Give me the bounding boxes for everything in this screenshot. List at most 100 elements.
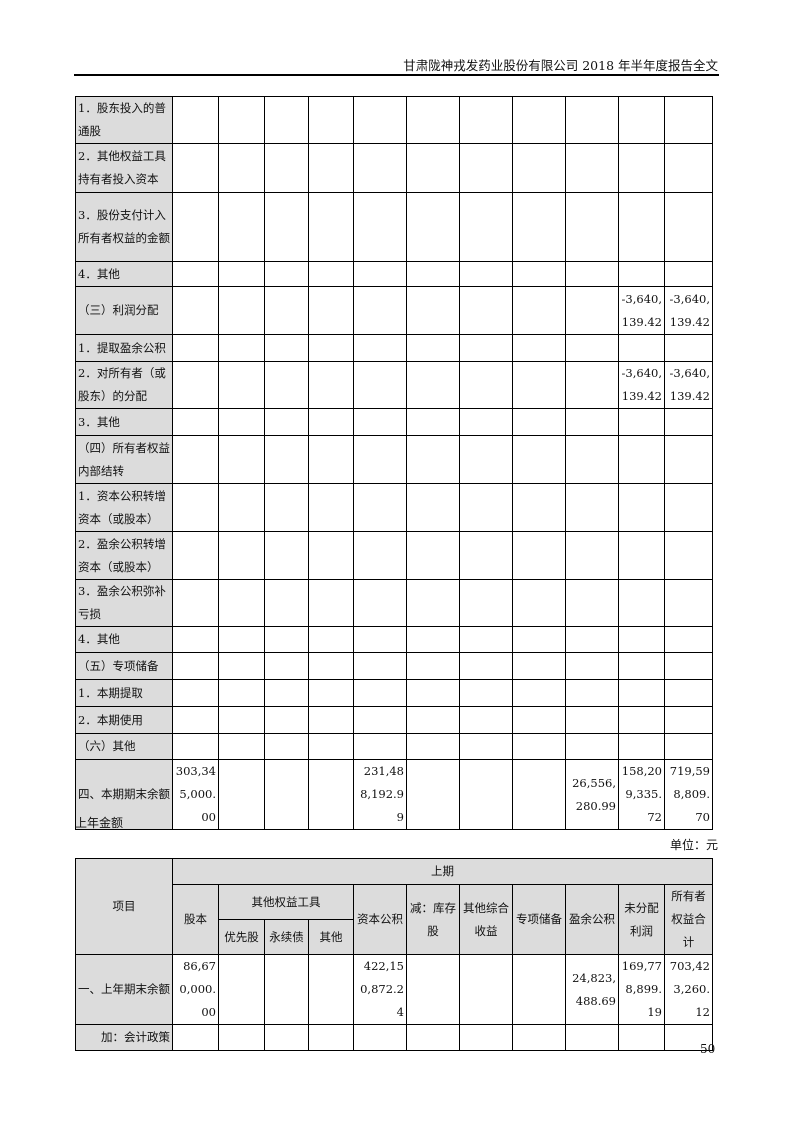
cell-value — [264, 531, 309, 580]
header-preferred: 优先股 — [218, 919, 265, 955]
row-label: 1．资本公积转增资本（或股本） — [75, 483, 173, 532]
cell-value — [172, 483, 219, 532]
cell-value — [308, 531, 354, 580]
table-row: 1．资本公积转增资本（或股本） — [75, 483, 713, 532]
row-label: 2．本期使用 — [75, 706, 173, 734]
cell-value — [664, 435, 713, 484]
cell-value — [565, 408, 619, 436]
cell-value — [308, 408, 354, 436]
cell-value — [459, 759, 513, 830]
cell-value — [664, 261, 713, 287]
header-capital-reserve: 资本公积 — [353, 884, 407, 955]
cell-value — [512, 261, 566, 287]
cell-value — [264, 143, 309, 193]
cell-value — [459, 361, 513, 409]
cell-value — [218, 334, 265, 362]
cell-value — [664, 1024, 713, 1051]
header-other: 其他 — [308, 919, 354, 955]
cell-value — [264, 954, 309, 1025]
cell-value — [218, 435, 265, 484]
cell-value — [406, 531, 460, 580]
cell-value — [308, 334, 354, 362]
cell-value — [218, 531, 265, 580]
cell-value — [512, 483, 566, 532]
header-total: 所有者权益合计 — [664, 884, 713, 955]
cell-value — [406, 733, 460, 760]
cell-value — [512, 626, 566, 653]
cell-value — [218, 759, 265, 830]
cell-value: 422,150,872.24 — [353, 954, 407, 1025]
cell-value — [618, 679, 665, 707]
cell-value — [172, 261, 219, 287]
cell-value — [664, 408, 713, 436]
cell-value — [218, 96, 265, 144]
row-label: 1．本期提取 — [75, 679, 173, 707]
cell-value — [565, 579, 619, 627]
cell-value — [406, 261, 460, 287]
cell-value — [459, 626, 513, 653]
cell-value — [172, 435, 219, 484]
cell-value — [218, 143, 265, 193]
row-label: 3．其他 — [75, 408, 173, 436]
cell-value — [218, 679, 265, 707]
cell-value — [512, 1024, 566, 1051]
cell-value — [618, 192, 665, 262]
cell-value — [218, 483, 265, 532]
table-row: （三）利润分配 -3,640,139.42 -3,640,139.42 — [75, 286, 713, 335]
table-row: 加：会计政策 — [75, 1024, 713, 1051]
section-title: 上年金额 — [75, 816, 124, 830]
cell-value — [353, 733, 407, 760]
cell-value — [353, 626, 407, 653]
header-surplus: 盈余公积 — [565, 884, 619, 955]
cell-value — [565, 706, 619, 734]
cell-value — [565, 483, 619, 532]
cell-value — [264, 286, 309, 335]
table-row: 2．其他权益工具持有者投入资本 — [75, 143, 713, 193]
cell-value — [618, 435, 665, 484]
cell-value — [459, 706, 513, 734]
cell-value — [406, 143, 460, 193]
cell-value — [565, 192, 619, 262]
cell-value — [459, 408, 513, 436]
cell-value — [218, 652, 265, 680]
cell-value — [264, 652, 309, 680]
cell-value — [618, 483, 665, 532]
cell-value: 703,423,260.12 — [664, 954, 713, 1025]
cell-value — [264, 96, 309, 144]
row-label: 四、本期期末余额 — [75, 759, 173, 830]
cell-value — [308, 483, 354, 532]
cell-value — [512, 579, 566, 627]
table-row: 四、本期期末余额 303,345,000.00 231,488,192.99 26,5… — [75, 759, 713, 830]
cell-value — [406, 334, 460, 362]
cell-value — [406, 706, 460, 734]
cell-value: 24,823,488.69 — [565, 954, 619, 1025]
cell-value — [308, 733, 354, 760]
cell-value — [459, 954, 513, 1025]
cell-value — [512, 759, 566, 830]
cell-value — [218, 408, 265, 436]
cell-value: -3,640,139.42 — [664, 286, 713, 335]
cell-value — [264, 626, 309, 653]
cell-value — [218, 954, 265, 1025]
cell-value — [459, 435, 513, 484]
equity-changes-table-current: 1．股东投入的普通股 2．其他权益工具持有者投入资本 3．股份支付计入所有者权益的金… — [75, 96, 713, 830]
row-label: 4．其他 — [75, 261, 173, 287]
cell-value — [353, 435, 407, 484]
cell-value — [618, 652, 665, 680]
cell-value — [172, 192, 219, 262]
cell-value — [308, 652, 354, 680]
table-row: 2．盈余公积转增资本（或股本） — [75, 531, 713, 580]
cell-value — [264, 1024, 309, 1051]
cell-value — [512, 192, 566, 262]
cell-value — [459, 531, 513, 580]
header-oci: 其他综合收益 — [459, 884, 513, 955]
cell-value — [664, 626, 713, 653]
cell-value — [308, 954, 354, 1025]
header-special-reserve: 专项储备 — [512, 884, 566, 955]
cell-value — [664, 143, 713, 193]
cell-value — [459, 679, 513, 707]
row-label: 4．其他 — [75, 626, 173, 653]
cell-value — [664, 334, 713, 362]
cell-value — [308, 286, 354, 335]
cell-value: -3,640,139.42 — [618, 361, 665, 409]
